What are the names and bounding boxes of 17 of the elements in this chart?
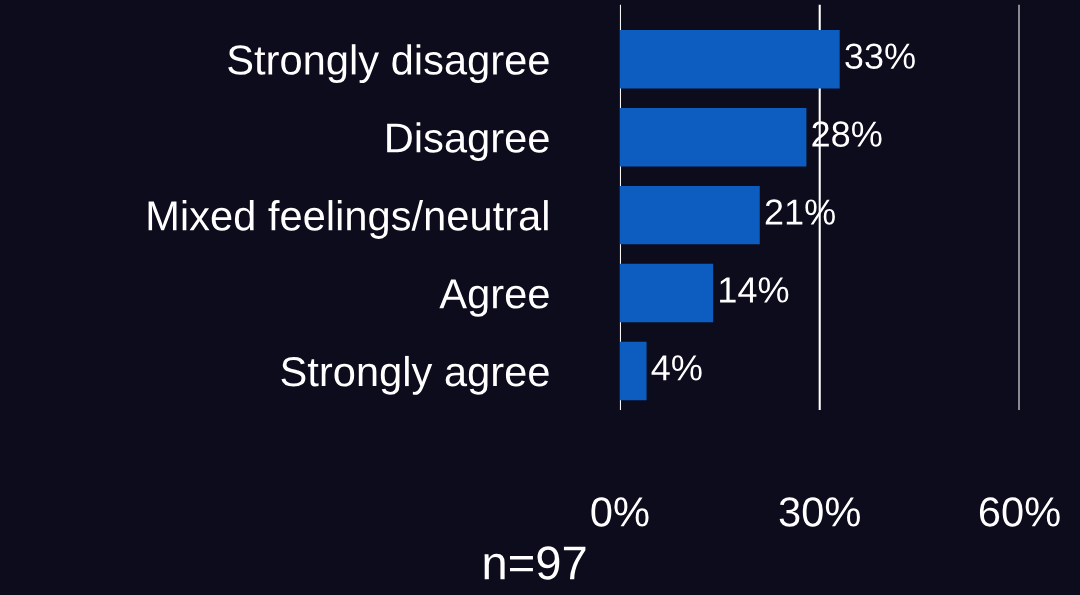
x-tick-label: 0% [591, 497, 649, 527]
bar [619, 30, 840, 89]
bar [619, 341, 647, 401]
data-label: 33% [845, 43, 915, 69]
bar [619, 108, 807, 167]
data-label: 14% [720, 277, 789, 303]
x-tick-label: 60% [979, 497, 1060, 527]
y-tick-label: Strongly agree [281, 355, 549, 395]
bar [619, 263, 714, 323]
y-tick-label: Strongly disagree [228, 44, 549, 84]
x-tick-label: 30% [779, 497, 860, 527]
data-label: 4% [651, 355, 702, 381]
y-tick-label: Agree [439, 279, 549, 317]
text: n=97 [484, 546, 586, 580]
bar [619, 185, 760, 245]
y-tick-label: Mixed feelings/neutral [148, 200, 548, 239]
y-tick-label: Disagree [387, 122, 549, 161]
